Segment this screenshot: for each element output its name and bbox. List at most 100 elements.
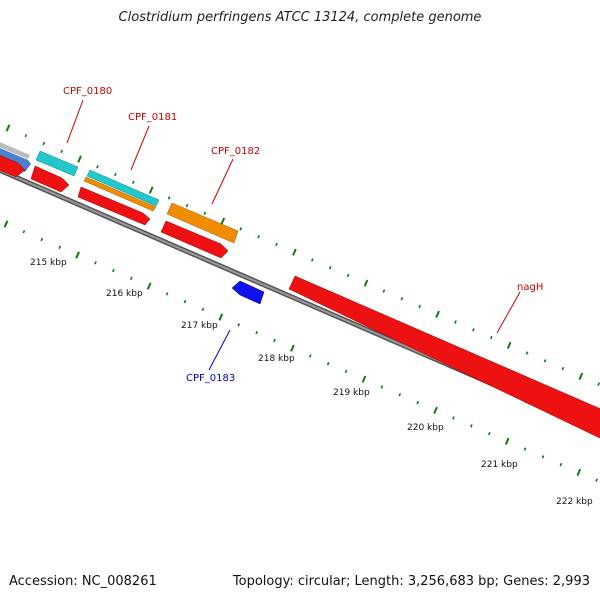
accession-text: Accession: NC_008261	[9, 574, 157, 589]
gene-cds-0183-blue[interactable]	[231, 280, 265, 305]
minor-tick	[398, 393, 402, 397]
gene-label-nagH: nagH	[517, 282, 543, 293]
minor-tick	[165, 292, 169, 296]
minor-tick	[273, 338, 276, 343]
gene-cds-0181-red[interactable]	[77, 186, 151, 226]
minor-tick	[452, 416, 455, 420]
minor-tick	[310, 258, 314, 262]
minor-tick	[541, 455, 545, 459]
major-tick	[218, 313, 224, 321]
minor-tick	[470, 424, 473, 428]
minor-tick	[418, 304, 422, 309]
minor-tick	[237, 323, 241, 327]
minor-tick	[382, 289, 386, 293]
minor-tick	[308, 354, 312, 358]
gene-cds-0182-red[interactable]	[160, 220, 229, 259]
scale-label-217: 217 kbp	[181, 321, 218, 331]
minor-tick	[96, 165, 99, 169]
minor-tick	[454, 320, 457, 324]
minor-tick	[112, 268, 115, 273]
minor-tick	[255, 330, 258, 335]
minor-tick	[114, 172, 117, 177]
minor-tick	[380, 385, 384, 389]
minor-tick	[326, 361, 330, 366]
gene-label-cpf0181: CPF_0181	[128, 112, 177, 123]
minor-tick	[416, 400, 420, 405]
minor-tick	[131, 180, 135, 185]
gene-nagH-red[interactable]	[288, 275, 600, 440]
minor-tick	[24, 134, 28, 138]
scale-label-216: 216 kbp	[106, 289, 143, 299]
scale-label-220: 220 kbp	[407, 423, 444, 433]
major-tick	[77, 155, 82, 163]
minor-tick	[22, 230, 26, 234]
gene-label-cpf0182: CPF_0182	[211, 146, 260, 157]
pointer-line-0181	[130, 125, 150, 171]
minor-tick	[94, 261, 97, 265]
minor-tick	[40, 237, 44, 242]
minor-tick	[344, 369, 348, 374]
gene-cds-0181-cyan[interactable]	[86, 169, 160, 207]
scale-label-215: 215 kbp	[30, 258, 67, 268]
major-tick	[576, 468, 582, 476]
minor-tick	[167, 196, 171, 200]
minor-tick	[275, 242, 278, 247]
map-title: Clostridium perfringens ATCC 13124, comp…	[118, 10, 482, 25]
minor-tick	[559, 462, 563, 467]
minor-tick	[489, 335, 493, 340]
gene-cds-0179-blue[interactable]	[0, 146, 31, 172]
pointer-line-0182	[211, 158, 234, 205]
scale-label-219: 219 kbp	[333, 388, 370, 398]
minor-tick	[183, 299, 187, 304]
topology-summary: Topology: circular; Length: 3,256,683 bp…	[232, 574, 590, 589]
tick-row-lower	[3, 220, 599, 482]
minor-tick	[525, 351, 529, 355]
gene-cds-0181-orange[interactable]	[83, 176, 157, 212]
minor-tick	[523, 447, 527, 451]
minor-tick	[203, 211, 207, 216]
minor-tick	[595, 478, 599, 482]
minor-tick	[257, 234, 260, 239]
pointer-line-0180	[66, 99, 84, 144]
gene-cds-0182-orange[interactable]	[166, 202, 239, 244]
gene-cds-0179-red[interactable]	[0, 152, 26, 178]
major-tick	[5, 124, 11, 132]
tick-row-upper	[5, 124, 600, 386]
minor-tick	[129, 276, 133, 281]
gene-label-cpf0183: CPF_0183	[186, 373, 235, 384]
major-tick	[506, 341, 512, 349]
major-tick	[435, 310, 440, 318]
pointer-line-nagH	[496, 291, 521, 334]
pointer-line-0183	[208, 329, 231, 371]
minor-tick	[58, 245, 62, 250]
minor-tick	[60, 149, 64, 154]
minor-tick	[597, 382, 600, 386]
minor-tick	[543, 359, 547, 363]
scale-label-218: 218 kbp	[258, 354, 295, 364]
major-tick	[578, 372, 584, 380]
minor-tick	[328, 265, 332, 270]
major-tick	[433, 406, 438, 414]
major-tick	[504, 437, 510, 445]
scale-label-222: 222 kbp	[556, 497, 593, 507]
minor-tick	[472, 328, 475, 332]
minor-tick	[185, 203, 189, 208]
minor-tick	[487, 431, 491, 436]
major-tick	[290, 344, 295, 352]
minor-tick	[346, 273, 350, 278]
gene-cds-0179-grey[interactable]	[0, 140, 30, 159]
minor-tick	[239, 227, 243, 231]
major-tick	[361, 375, 367, 383]
major-tick	[220, 217, 226, 225]
major-tick	[363, 279, 369, 287]
major-tick	[148, 186, 154, 194]
gene-cds-0180-red[interactable]	[30, 165, 70, 193]
major-tick	[146, 282, 152, 290]
gene-cds-0180-cyan[interactable]	[35, 150, 79, 177]
major-tick	[75, 251, 80, 259]
minor-tick	[561, 366, 565, 371]
scale-label-221: 221 kbp	[481, 460, 518, 470]
major-tick	[292, 248, 297, 256]
minor-tick	[201, 307, 205, 312]
